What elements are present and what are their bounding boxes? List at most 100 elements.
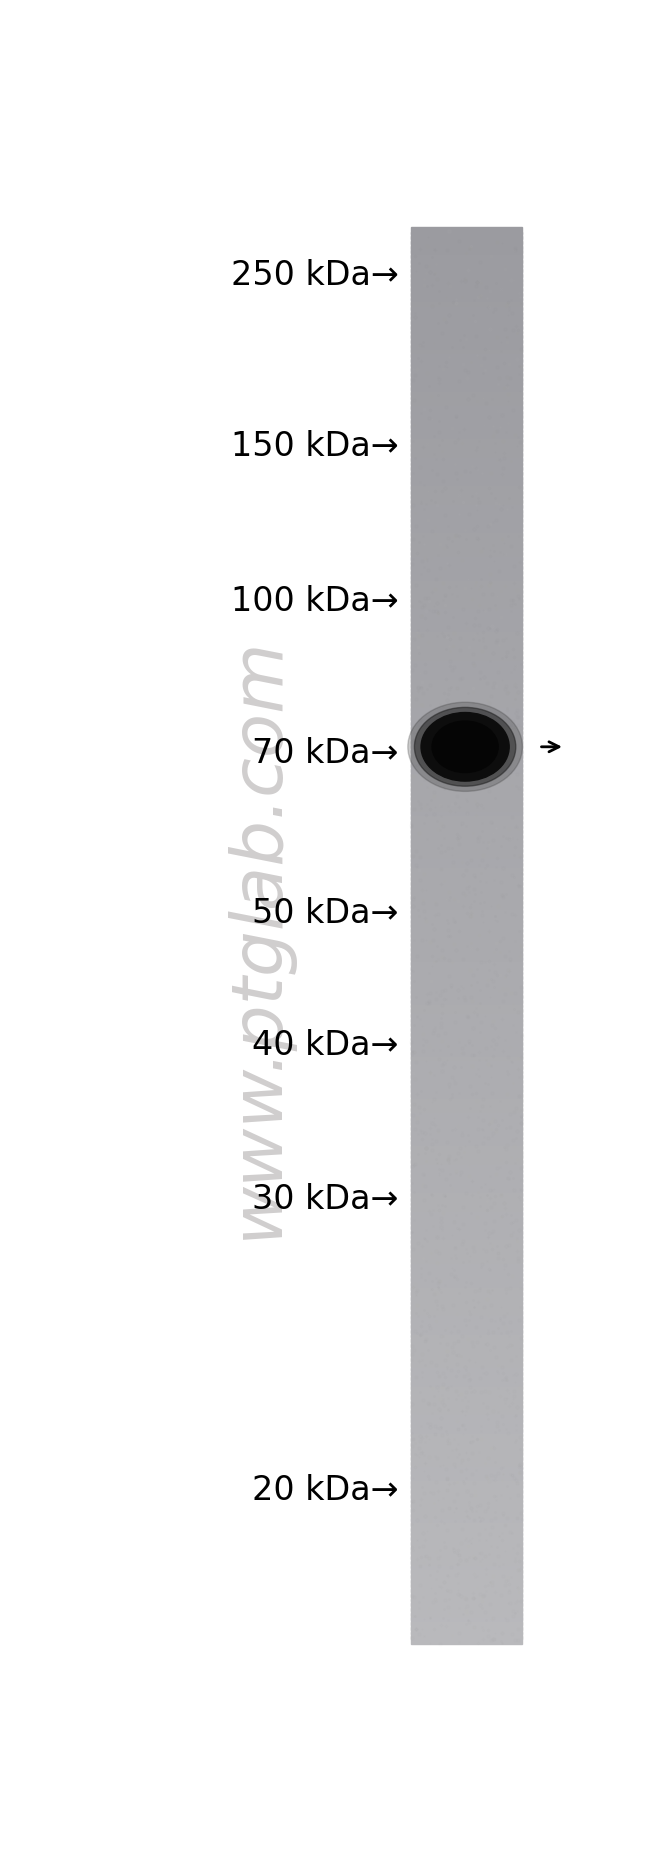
Bar: [411, 401, 522, 408]
Bar: [411, 1061, 522, 1068]
Ellipse shape: [432, 722, 498, 772]
Bar: [411, 1580, 522, 1588]
Text: 70 kDa→: 70 kDa→: [252, 738, 398, 770]
Bar: [411, 1363, 522, 1371]
Bar: [411, 1311, 522, 1319]
Bar: [411, 416, 522, 423]
Bar: [411, 915, 522, 922]
Bar: [411, 892, 522, 900]
Bar: [411, 694, 522, 701]
Bar: [411, 636, 522, 644]
Bar: [411, 1560, 522, 1567]
Bar: [411, 1349, 522, 1356]
Bar: [411, 284, 522, 291]
Bar: [411, 226, 522, 234]
Bar: [411, 471, 522, 480]
Bar: [411, 1128, 522, 1135]
Bar: [411, 1330, 522, 1337]
Bar: [411, 1443, 522, 1451]
Bar: [411, 1339, 522, 1347]
Bar: [411, 1556, 522, 1564]
Bar: [411, 1575, 522, 1582]
Bar: [411, 553, 522, 560]
Bar: [411, 1202, 522, 1209]
Bar: [411, 1428, 522, 1436]
Bar: [411, 651, 522, 659]
Bar: [411, 519, 522, 527]
Text: 50 kDa→: 50 kDa→: [252, 898, 398, 931]
Bar: [411, 419, 522, 429]
Bar: [411, 976, 522, 983]
Bar: [411, 1532, 522, 1540]
Bar: [411, 1297, 522, 1304]
Bar: [411, 514, 522, 521]
Bar: [411, 872, 522, 881]
Bar: [411, 312, 522, 319]
Bar: [411, 939, 522, 946]
Bar: [411, 581, 522, 588]
Bar: [411, 1486, 522, 1493]
Bar: [411, 920, 522, 928]
Bar: [411, 358, 522, 367]
Bar: [411, 811, 522, 818]
Bar: [411, 330, 522, 338]
Bar: [411, 1593, 522, 1601]
Bar: [411, 1538, 522, 1545]
Bar: [411, 707, 522, 716]
Bar: [411, 623, 522, 631]
Bar: [411, 406, 522, 414]
Bar: [411, 1282, 522, 1291]
Text: 40 kDa→: 40 kDa→: [252, 1030, 398, 1061]
Bar: [411, 566, 522, 573]
Bar: [411, 957, 522, 965]
Bar: [411, 1302, 522, 1310]
Bar: [411, 1415, 522, 1423]
Bar: [411, 831, 522, 838]
Bar: [411, 1467, 522, 1475]
Bar: [411, 1113, 522, 1120]
Bar: [411, 981, 522, 989]
Bar: [411, 1260, 522, 1267]
Bar: [411, 718, 522, 725]
Bar: [411, 1250, 522, 1258]
Bar: [411, 373, 522, 380]
Bar: [411, 1358, 522, 1365]
Bar: [411, 896, 522, 903]
Bar: [411, 1519, 522, 1527]
Bar: [411, 260, 522, 267]
Bar: [411, 1324, 522, 1332]
Bar: [411, 684, 522, 692]
Bar: [411, 1009, 522, 1017]
Bar: [411, 495, 522, 503]
Bar: [411, 905, 522, 913]
Bar: [411, 538, 522, 545]
Bar: [411, 1495, 522, 1503]
Bar: [411, 1015, 522, 1022]
Bar: [411, 275, 522, 282]
Bar: [411, 1046, 522, 1055]
Bar: [411, 397, 522, 404]
Bar: [411, 443, 522, 451]
Bar: [411, 510, 522, 518]
Bar: [411, 590, 522, 597]
Text: 20 kDa→: 20 kDa→: [252, 1475, 398, 1508]
Bar: [411, 1018, 522, 1026]
Bar: [411, 1618, 522, 1625]
Bar: [411, 675, 522, 683]
Bar: [411, 467, 522, 475]
Bar: [411, 1165, 522, 1172]
Bar: [411, 1156, 522, 1163]
Bar: [411, 627, 522, 634]
Bar: [411, 562, 522, 569]
Bar: [411, 618, 522, 625]
Bar: [411, 345, 522, 352]
Bar: [411, 1406, 522, 1414]
Bar: [411, 297, 522, 306]
Bar: [411, 354, 522, 362]
Bar: [411, 736, 522, 744]
Bar: [411, 1477, 522, 1484]
Bar: [411, 293, 522, 301]
Bar: [411, 1235, 522, 1243]
Bar: [411, 697, 522, 705]
Bar: [411, 844, 522, 851]
